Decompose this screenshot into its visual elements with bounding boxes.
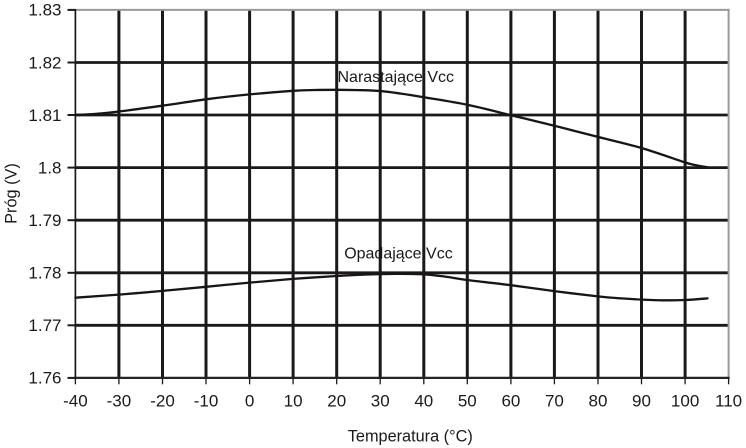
svg-text:Opadające Vcc: Opadające Vcc — [344, 246, 453, 263]
svg-text:1.81: 1.81 — [28, 106, 61, 125]
svg-text:Próg (V): Próg (V) — [3, 163, 21, 224]
svg-text:1.82: 1.82 — [28, 53, 61, 72]
svg-text:-10: -10 — [194, 392, 219, 411]
svg-text:80: 80 — [589, 392, 608, 411]
svg-text:0: 0 — [245, 392, 254, 411]
svg-text:10: 10 — [284, 392, 303, 411]
svg-text:1.8: 1.8 — [38, 158, 62, 177]
svg-text:1.83: 1.83 — [28, 1, 61, 20]
svg-text:110: 110 — [715, 392, 742, 411]
svg-text:1.79: 1.79 — [28, 211, 61, 230]
svg-text:-30: -30 — [107, 392, 132, 411]
svg-text:1.76: 1.76 — [28, 369, 61, 388]
svg-text:40: 40 — [414, 392, 433, 411]
svg-text:90: 90 — [632, 392, 651, 411]
svg-text:50: 50 — [458, 392, 477, 411]
svg-text:30: 30 — [371, 392, 390, 411]
svg-text:20: 20 — [327, 392, 346, 411]
svg-text:100: 100 — [671, 392, 699, 411]
svg-text:Temperatura (°C): Temperatura (°C) — [348, 427, 473, 445]
svg-text:1.77: 1.77 — [28, 316, 61, 335]
svg-text:Narastające Vcc: Narastające Vcc — [338, 69, 455, 86]
svg-text:1.78: 1.78 — [28, 264, 61, 283]
svg-text:60: 60 — [501, 392, 520, 411]
svg-text:-40: -40 — [63, 392, 88, 411]
svg-text:70: 70 — [545, 392, 564, 411]
svg-text:-20: -20 — [150, 392, 175, 411]
